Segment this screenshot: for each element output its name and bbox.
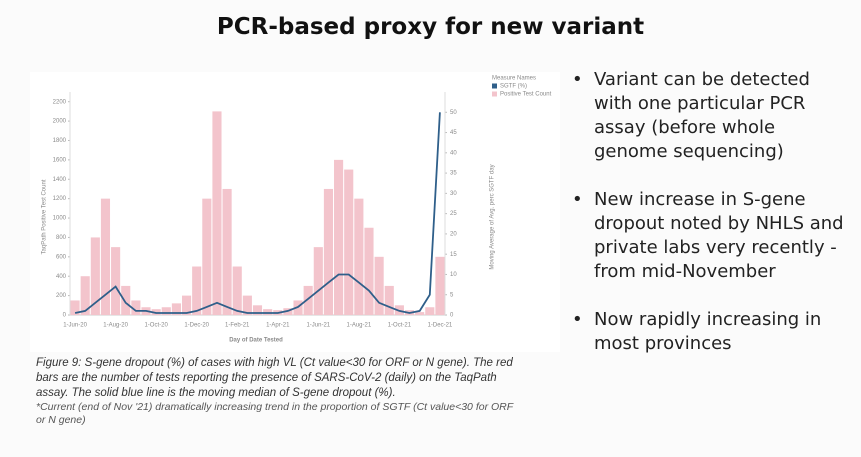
legend-swatch [492, 83, 497, 89]
y2-tick-label: 15 [450, 252, 457, 258]
x-tick-label: 1-Dec-21 [428, 323, 453, 329]
y-tick-label: 1000 [53, 216, 67, 222]
x-tick-label: 1-Aug-21 [347, 323, 372, 329]
bar [435, 256, 445, 315]
y2-tick-label: 20 [450, 231, 457, 237]
y-tick-label: 1800 [53, 138, 67, 144]
y-tick-label: 400 [56, 274, 67, 280]
legend-label: Positive Test Count [500, 92, 552, 98]
x-tick-label: 1-Feb-21 [225, 323, 250, 329]
bar [121, 285, 131, 315]
figure-caption: Figure 9: S-gene dropout (%) of cases wi… [36, 356, 516, 427]
y-tick-label: 600 [56, 254, 67, 260]
bar [415, 312, 425, 315]
x-tick-label: 1-Dec-20 [184, 323, 209, 329]
y-tick-label: 0 [63, 313, 67, 319]
bar [70, 300, 80, 315]
bar [232, 266, 242, 315]
y-tick-label: 2000 [53, 119, 67, 125]
bar [80, 276, 90, 315]
y2-tick-label: 50 [450, 110, 457, 116]
y2-tick-label: 25 [450, 211, 457, 217]
y-tick-label: 800 [56, 235, 67, 241]
y-tick-label: 200 [56, 293, 67, 299]
bar [242, 295, 252, 315]
line [74, 112, 441, 314]
bar [90, 237, 100, 315]
bar [313, 247, 323, 315]
x-tick-label: 1-Jun-20 [63, 323, 87, 329]
bar [181, 295, 192, 315]
y-tick-label: 1600 [53, 157, 67, 163]
y-axis-title: TaqPath Positive Test Count [42, 179, 48, 254]
bar [171, 303, 181, 315]
bar [374, 256, 384, 315]
y-tick-label: 2200 [53, 99, 67, 105]
x-tick-label: 1-Aug-20 [103, 323, 128, 329]
x-axis-title: Day of Date Tested [229, 338, 283, 344]
slide-title: PCR-based proxy for new variant [216, 14, 645, 40]
y2-tick-label: 40 [450, 150, 457, 156]
x-tick-label: 1-Oct-20 [144, 323, 168, 329]
x-tick-label: 1-Apr-21 [266, 323, 290, 329]
bar [212, 111, 222, 316]
y2-tick-label: 30 [450, 191, 457, 197]
bar [323, 188, 334, 315]
y2-tick-label: 45 [450, 130, 457, 136]
bar [192, 266, 202, 315]
legend-swatch [492, 91, 497, 97]
caption-note: *Current (end of Nov '21) dramatically i… [36, 401, 513, 426]
bar [202, 198, 212, 315]
bar [222, 188, 232, 315]
legend-title: Measure Names [492, 76, 536, 82]
bar [252, 305, 263, 315]
bullet: New increase in S-gene dropout noted by … [568, 188, 853, 284]
bullet-list: Variant can be detected with one particu… [568, 68, 853, 380]
bullet: Now rapidly increasing in most provinces [568, 308, 853, 356]
legend-label: SGTF (%) [500, 84, 527, 90]
caption-text: Figure 9: S-gene dropout (%) of cases wi… [36, 357, 513, 399]
chart: TaqPath Positive Test Count Moving Avera… [30, 72, 560, 352]
bar [303, 285, 313, 315]
y2-tick-label: 5 [450, 292, 454, 298]
bar [263, 309, 273, 315]
bar [384, 285, 394, 315]
y2-tick-label: 35 [450, 171, 457, 177]
bullet: Variant can be detected with one particu… [568, 68, 853, 164]
x-tick-label: 1-Oct-21 [388, 323, 412, 329]
y2-axis-title: Moving Average of Avg. perc SGTF day [490, 164, 496, 269]
bar [131, 300, 141, 315]
bar [344, 169, 354, 315]
bar [111, 247, 121, 315]
bar [354, 198, 364, 315]
bar [100, 198, 111, 315]
x-tick-label: 1-Jun-21 [306, 323, 330, 329]
bar [161, 307, 171, 315]
y2-tick-label: 10 [450, 272, 457, 278]
y-tick-label: 1400 [53, 177, 67, 183]
bar [364, 227, 374, 315]
y2-tick-label: 0 [450, 313, 454, 319]
bar [334, 159, 344, 315]
bar [425, 307, 435, 315]
y-tick-label: 1200 [53, 196, 67, 202]
